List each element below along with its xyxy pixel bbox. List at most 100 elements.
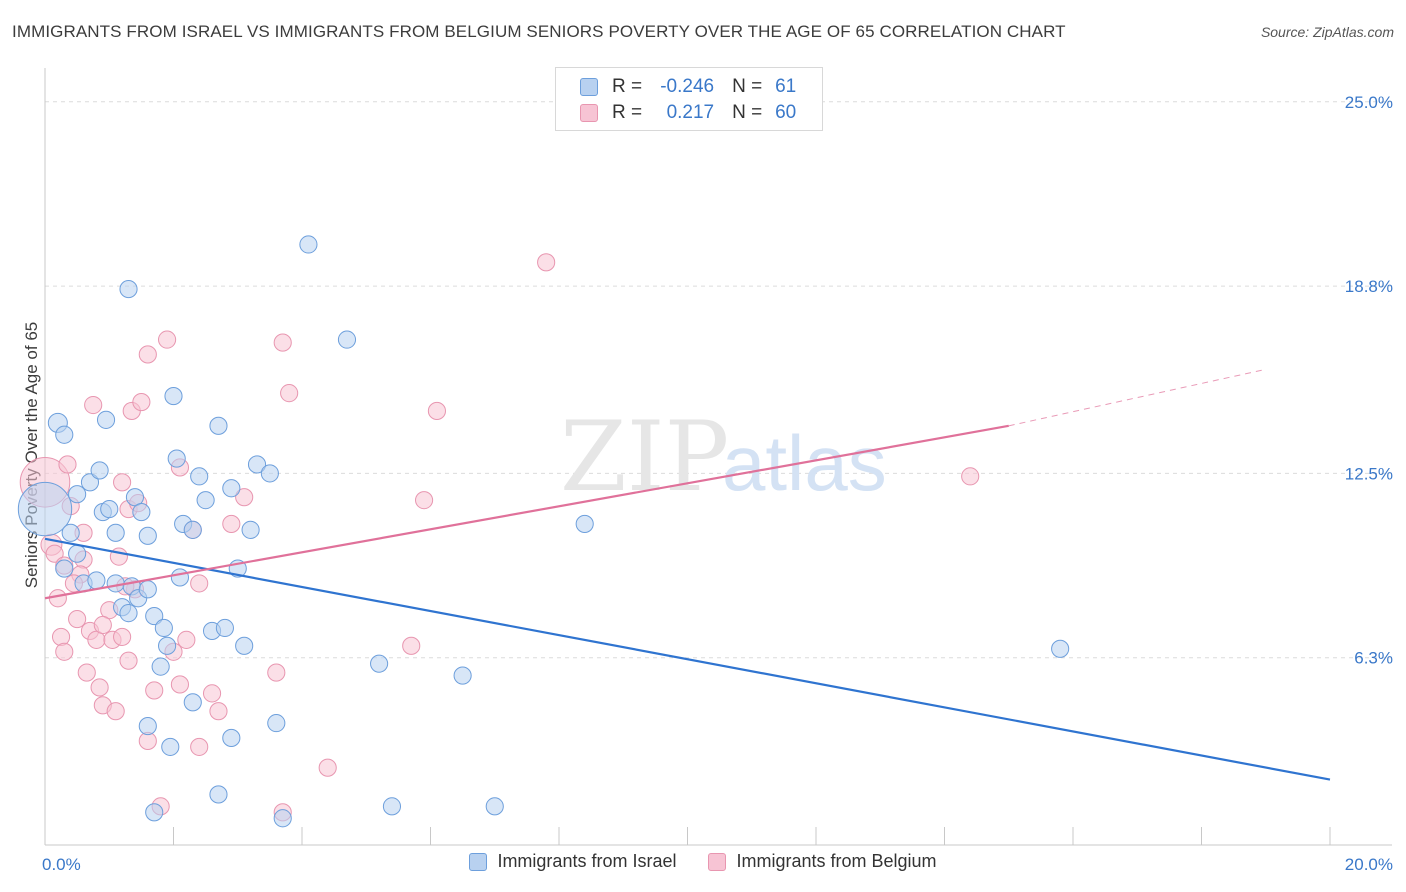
- axes: [44, 68, 1392, 846]
- belgium-point: [90, 678, 109, 697]
- israel-point: [106, 574, 125, 593]
- israel-point: [145, 803, 164, 822]
- belgium-point: [177, 630, 196, 649]
- israel-r-value: -0.246: [660, 76, 715, 97]
- belgium-point: [235, 488, 254, 507]
- belgium-point: [45, 544, 64, 563]
- legend-row-belgium: R = 0.217 N = 60: [580, 101, 796, 125]
- belgium-point: [55, 642, 74, 661]
- israel-point: [222, 479, 241, 498]
- belgium-point: [138, 345, 157, 364]
- israel-point: [68, 544, 87, 563]
- legend-n-label: N =: [732, 76, 763, 97]
- israel-point: [132, 502, 151, 522]
- israel-point: [183, 693, 202, 712]
- israel-legend-swatch: [469, 852, 488, 871]
- belgium-swatch: [580, 104, 598, 122]
- belgium-point: [58, 455, 77, 474]
- israel-point: [485, 797, 504, 816]
- belgium-point: [132, 392, 151, 412]
- belgium-r-value: 0.217: [666, 102, 715, 123]
- legend-item-israel[interactable]: Immigrants from Israel: [469, 851, 676, 872]
- israel-point: [138, 526, 157, 545]
- belgium-point: [202, 684, 222, 703]
- belgium-point: [427, 401, 446, 421]
- tick-labels: 6.3% 12.5% 18.8% 25.0% 0.0% 20.0%: [42, 93, 1393, 874]
- israel-point: [90, 461, 109, 480]
- israel-point: [170, 568, 189, 587]
- israel-point: [235, 636, 254, 655]
- israel-trend-line: [44, 537, 1331, 781]
- belgium-point: [318, 758, 337, 777]
- belgium-point: [190, 574, 209, 593]
- y-tick-label: 12.5%: [1345, 464, 1393, 483]
- belgium-point: [119, 651, 138, 670]
- gridlines: [45, 101, 1392, 659]
- israel-point: [158, 636, 177, 655]
- x-tick-label-min: 0.0%: [42, 855, 81, 874]
- israel-swatch: [580, 78, 598, 96]
- israel-point: [151, 657, 170, 676]
- belgium-points: [19, 253, 980, 822]
- y-tick-label: 6.3%: [1354, 649, 1393, 668]
- x-tick-label-max: 20.0%: [1345, 855, 1393, 874]
- source-label: Source: ZipAtlas.com: [1260, 24, 1394, 40]
- belgium-point: [113, 627, 132, 646]
- israel-point: [80, 473, 100, 492]
- belgium-point: [273, 333, 292, 352]
- israel-point: [247, 455, 267, 474]
- israel-point: [209, 416, 228, 435]
- belgium-point: [113, 473, 132, 492]
- israel-point: [17, 481, 73, 537]
- israel-point: [267, 714, 286, 733]
- belgium-point: [537, 253, 556, 272]
- israel-point: [145, 607, 164, 626]
- israel-point: [241, 520, 260, 539]
- belgium-point: [106, 702, 125, 721]
- israel-point: [337, 330, 357, 349]
- israel-point: [260, 464, 279, 483]
- belgium-point: [170, 675, 189, 694]
- israel-point: [87, 571, 106, 590]
- legend-item-belgium[interactable]: Immigrants from Belgium: [708, 851, 937, 872]
- israel-point: [190, 467, 209, 486]
- israel-point: [196, 491, 215, 510]
- israel-point: [183, 520, 202, 539]
- israel-point: [100, 499, 119, 519]
- israel-point: [1051, 639, 1070, 658]
- israel-point: [119, 280, 138, 299]
- israel-point: [154, 618, 173, 638]
- israel-point: [167, 449, 186, 468]
- belgium-point: [68, 609, 87, 629]
- israel-point: [55, 425, 74, 444]
- israel-point: [273, 809, 292, 828]
- belgium-point: [280, 384, 299, 403]
- israel-point: [96, 410, 116, 429]
- legend-r-label: R =: [612, 102, 643, 123]
- belgium-point: [48, 589, 67, 608]
- israel-point: [382, 797, 402, 816]
- stats-legend: R = -0.246 N = 61 R = 0.217 N = 60: [555, 67, 823, 131]
- belgium-trend-extension: [1008, 368, 1266, 427]
- legend-r-label: R =: [612, 76, 643, 97]
- y-tick-label: 25.0%: [1345, 93, 1393, 112]
- series-legend: Immigrants from Israel Immigrants from B…: [0, 851, 1406, 872]
- israel-point: [222, 728, 241, 748]
- legend-row-israel: R = -0.246 N = 61: [580, 75, 796, 99]
- belgium-point: [158, 330, 177, 349]
- israel-point: [209, 785, 228, 804]
- belgium-point: [93, 615, 112, 635]
- israel-point: [68, 485, 87, 504]
- belgium-n-value: 60: [775, 102, 797, 123]
- belgium-legend-label: Immigrants from Belgium: [736, 851, 937, 871]
- belgium-point: [84, 395, 103, 415]
- israel-point: [164, 387, 183, 406]
- belgium-point: [145, 681, 164, 700]
- belgium-point: [267, 663, 286, 682]
- belgium-point: [222, 514, 241, 534]
- belgium-point: [961, 467, 980, 486]
- belgium-point: [51, 627, 71, 646]
- legend-n-label: N =: [732, 102, 763, 123]
- israel-point: [215, 618, 234, 638]
- israel-point: [55, 559, 74, 578]
